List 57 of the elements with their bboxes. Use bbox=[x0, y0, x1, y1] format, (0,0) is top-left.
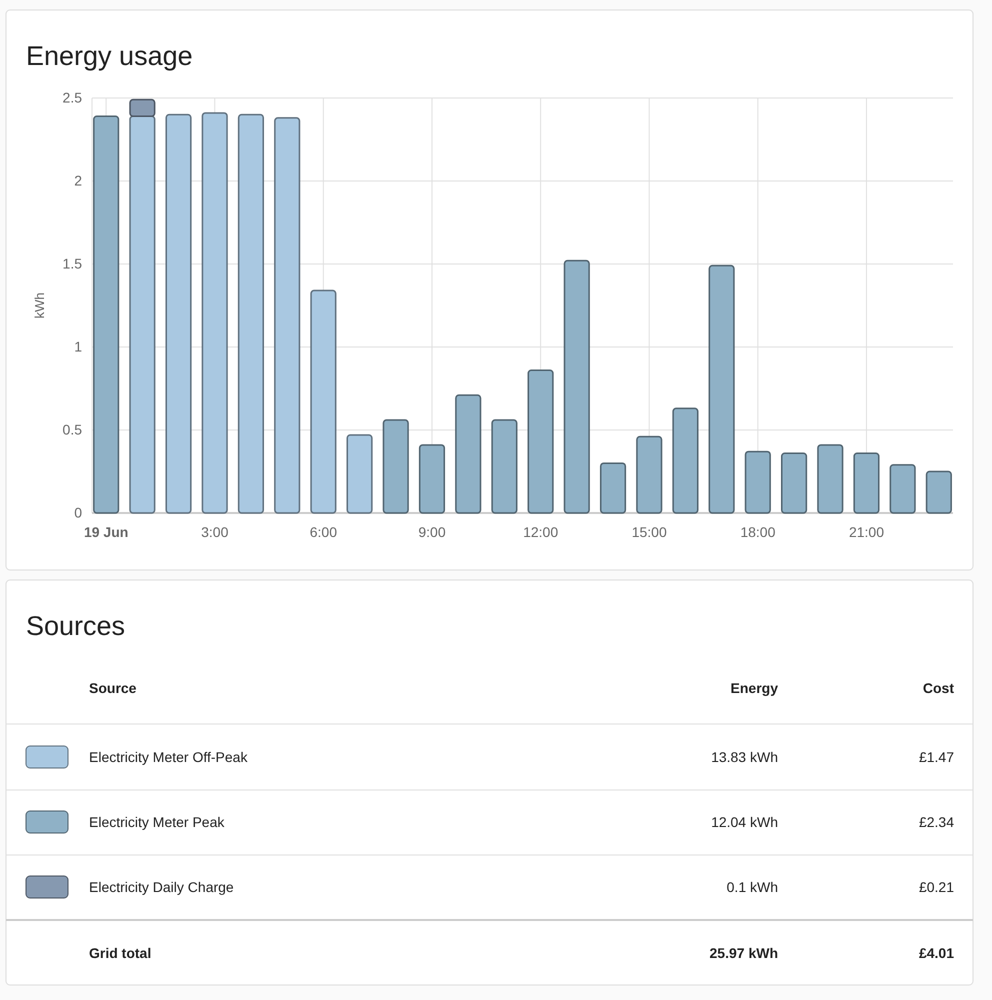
bar bbox=[817, 444, 844, 514]
y-tick-label: 2.5 bbox=[62, 89, 82, 106]
legend-label: Electricity Daily Charge bbox=[89, 879, 234, 895]
bar bbox=[744, 450, 771, 514]
text: 25.97 kWh bbox=[710, 945, 778, 961]
x-tick-label: 6:00 bbox=[310, 524, 338, 540]
y-tick-label: 1.5 bbox=[62, 255, 82, 272]
bar bbox=[890, 464, 916, 514]
bar bbox=[129, 98, 156, 118]
text: Sources bbox=[26, 611, 126, 641]
x-tick-label: 15:00 bbox=[632, 524, 667, 540]
bar bbox=[672, 408, 698, 514]
text: Energy bbox=[730, 680, 778, 696]
bar bbox=[310, 290, 336, 514]
bar bbox=[708, 264, 735, 514]
text: £1.47 bbox=[918, 749, 954, 765]
bar bbox=[455, 394, 482, 514]
bar bbox=[564, 260, 590, 514]
bar bbox=[780, 452, 808, 514]
y-tick-label: 1 bbox=[74, 338, 82, 354]
bar bbox=[382, 419, 409, 514]
text: Source bbox=[89, 680, 137, 696]
x-tick-label: 9:00 bbox=[418, 524, 446, 540]
text: 12.04 kWh bbox=[711, 814, 778, 830]
bar bbox=[600, 462, 626, 514]
text: £0.21 bbox=[918, 879, 954, 895]
text: 0.1 kWh bbox=[726, 879, 778, 895]
x-tick-label: 12:00 bbox=[523, 524, 558, 540]
bar bbox=[926, 470, 952, 514]
y-axis-title: kWh bbox=[32, 292, 47, 318]
y-tick-label: 0.5 bbox=[62, 421, 82, 438]
bar bbox=[346, 434, 373, 514]
text: Cost bbox=[922, 680, 954, 696]
text: £2.34 bbox=[918, 814, 954, 830]
bar bbox=[129, 116, 156, 514]
legend-label: Electricity Meter Peak bbox=[89, 814, 226, 830]
y-tick-label: 0 bbox=[74, 504, 82, 520]
y-tick-label: 2 bbox=[74, 172, 82, 188]
text: 13.83 kWh bbox=[711, 749, 778, 765]
text: £4.01 bbox=[918, 945, 954, 961]
bar bbox=[165, 114, 192, 514]
bar bbox=[491, 419, 518, 514]
bar bbox=[528, 369, 554, 514]
x-tick-label: 21:00 bbox=[848, 524, 884, 540]
text: Grid total bbox=[89, 945, 152, 961]
bar bbox=[274, 117, 300, 514]
legend-label: Electricity Meter Off-Peak bbox=[89, 749, 248, 765]
bar bbox=[93, 116, 120, 514]
bar bbox=[202, 112, 228, 514]
chart-title: Energy usage bbox=[26, 41, 193, 71]
bar bbox=[636, 436, 662, 514]
x-tick-label: 19 Jun bbox=[84, 524, 128, 540]
x-tick-label: 3:00 bbox=[201, 524, 229, 540]
bar bbox=[418, 444, 446, 514]
x-tick-label: 18:00 bbox=[740, 524, 776, 540]
bar bbox=[853, 452, 880, 514]
bar bbox=[238, 114, 264, 514]
